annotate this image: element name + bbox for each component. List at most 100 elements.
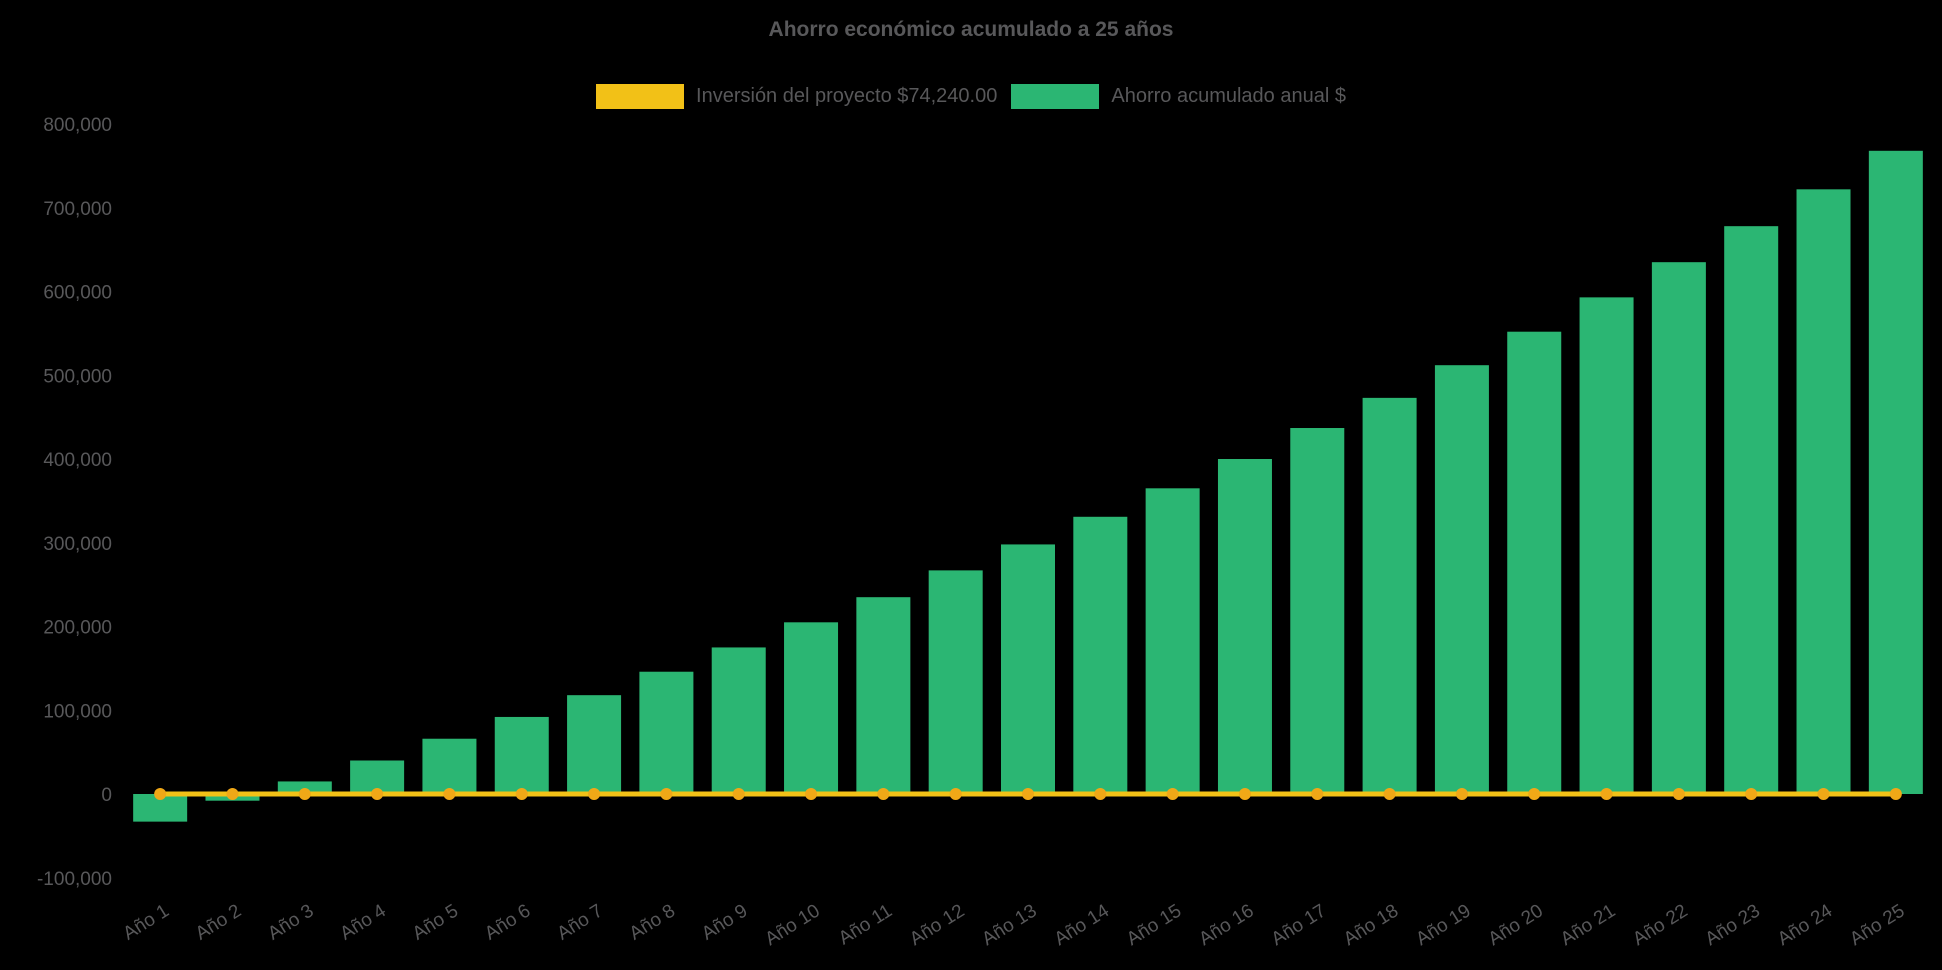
x-tick-label: Año 24 — [1774, 900, 1837, 950]
bar-año-22[interactable] — [1651, 262, 1706, 794]
x-tick-label: Año 16 — [1195, 900, 1257, 950]
bar-año-9[interactable] — [711, 647, 766, 794]
x-tick-label: Año 7 — [553, 900, 606, 944]
investment-point-4[interactable] — [371, 788, 384, 800]
x-tick-group: Año 7 — [553, 900, 606, 944]
bar-año-17[interactable] — [1290, 428, 1345, 794]
investment-point-1[interactable] — [154, 788, 167, 800]
x-tick-group: Año 15 — [1123, 900, 1185, 950]
bar-año-5[interactable] — [422, 738, 477, 794]
bar-año-21[interactable] — [1579, 297, 1634, 794]
x-tick-label: Año 13 — [978, 900, 1040, 950]
bar-año-20[interactable] — [1507, 331, 1562, 794]
x-tick-label: Año 5 — [409, 900, 462, 944]
investment-point-5[interactable] — [443, 788, 456, 800]
legend-label-investment: Inversión del proyecto $74,240.00 — [696, 85, 998, 107]
x-tick-group: Año 6 — [481, 900, 534, 944]
legend-item-savings[interactable]: Ahorro acumulado anual $ — [1011, 84, 1346, 109]
x-tick-group: Año 24 — [1774, 900, 1837, 950]
x-tick-group: Año 5 — [409, 900, 462, 944]
y-tick-label: 400,000 — [43, 450, 112, 471]
x-tick-label: Año 17 — [1268, 900, 1330, 950]
bar-año-13[interactable] — [1001, 544, 1055, 794]
investment-point-16[interactable] — [1238, 788, 1251, 800]
x-tick-label: Año 4 — [337, 900, 391, 944]
investment-point-23[interactable] — [1745, 788, 1758, 800]
x-tick-label: Año 20 — [1485, 900, 1547, 950]
investment-point-17[interactable] — [1311, 788, 1324, 800]
x-tick-group: Año 22 — [1629, 900, 1691, 950]
x-tick-group: Año 10 — [761, 900, 823, 950]
bar-año-12[interactable] — [928, 570, 983, 794]
bar-año-10[interactable] — [784, 622, 839, 794]
x-tick-group: Año 14 — [1051, 900, 1114, 950]
bar-año-11[interactable] — [856, 597, 911, 794]
x-tick-label: Año 3 — [264, 900, 317, 944]
bar-año-18[interactable] — [1362, 397, 1417, 794]
bar-año-23[interactable] — [1724, 226, 1779, 795]
x-tick-group: Año 11 — [835, 900, 896, 949]
investment-point-21[interactable] — [1600, 788, 1613, 800]
y-tick-label: 800,000 — [43, 115, 112, 136]
bar-año-24[interactable] — [1796, 189, 1851, 794]
investment-point-9[interactable] — [732, 788, 745, 800]
investment-point-2[interactable] — [226, 788, 239, 800]
x-tick-label: Año 25 — [1846, 900, 1908, 950]
x-tick-label: Año 9 — [698, 900, 751, 944]
x-tick-group: Año 25 — [1846, 900, 1908, 950]
investment-point-24[interactable] — [1817, 788, 1830, 800]
bar-año-15[interactable] — [1145, 488, 1200, 794]
x-tick-group: Año 17 — [1268, 900, 1330, 950]
bar-año-25[interactable] — [1868, 150, 1923, 795]
investment-point-22[interactable] — [1672, 788, 1685, 800]
investment-point-3[interactable] — [298, 788, 311, 800]
investment-point-12[interactable] — [949, 788, 962, 800]
chart-title: Ahorro económico acumulado a 25 años — [768, 18, 1174, 41]
x-tick-label: Año 8 — [626, 900, 679, 944]
investment-point-10[interactable] — [805, 788, 818, 800]
x-tick-group: Año 16 — [1195, 900, 1257, 950]
y-tick-label: 600,000 — [43, 283, 112, 304]
x-tick-group: Año 18 — [1340, 900, 1402, 950]
x-tick-group: Año 3 — [264, 900, 317, 944]
x-tick-group: Año 9 — [698, 900, 751, 944]
investment-point-18[interactable] — [1383, 788, 1396, 800]
y-tick-label: 200,000 — [43, 618, 112, 639]
y-tick-label: 100,000 — [43, 701, 112, 722]
x-tick-label: Año 2 — [192, 900, 245, 944]
bar-año-7[interactable] — [567, 695, 622, 794]
investment-point-13[interactable] — [1022, 788, 1034, 800]
legend-item-investment[interactable]: Inversión del proyecto $74,240.00 — [596, 84, 997, 109]
x-tick-label: Año 15 — [1123, 900, 1185, 950]
x-tick-group: Año 1 — [120, 900, 173, 944]
investment-point-14[interactable] — [1094, 788, 1107, 800]
bar-año-6[interactable] — [494, 716, 549, 794]
bar-año-16[interactable] — [1217, 459, 1272, 794]
x-tick-label: Año 21 — [1557, 900, 1619, 950]
investment-point-6[interactable] — [515, 788, 528, 800]
x-tick-label: Año 23 — [1702, 900, 1764, 950]
bar-año-3[interactable] — [277, 781, 332, 794]
x-tick-group: Año 19 — [1412, 900, 1474, 950]
x-tick-group: Año 8 — [626, 900, 679, 944]
x-tick-label: Año 12 — [906, 900, 968, 950]
chart-legend: Inversión del proyecto $74,240.00 Ahorro… — [0, 84, 1942, 109]
investment-point-15[interactable] — [1166, 788, 1179, 800]
bar-año-8[interactable] — [639, 671, 694, 794]
bar-año-19[interactable] — [1434, 365, 1489, 794]
investment-point-20[interactable] — [1528, 788, 1541, 800]
y-tick-label: 300,000 — [43, 534, 112, 555]
investment-point-19[interactable] — [1455, 788, 1468, 800]
x-tick-group: Año 21 — [1557, 900, 1619, 950]
legend-swatch-investment — [596, 84, 685, 109]
bar-año-14[interactable] — [1073, 516, 1128, 794]
investment-point-7[interactable] — [588, 788, 601, 800]
x-tick-label: Año 18 — [1340, 900, 1402, 950]
investment-point-8[interactable] — [660, 788, 673, 800]
x-tick-group: Año 20 — [1485, 900, 1547, 950]
x-tick-group: Año 23 — [1702, 900, 1764, 950]
investment-point-25[interactable] — [1889, 788, 1902, 800]
investment-point-11[interactable] — [877, 788, 890, 800]
